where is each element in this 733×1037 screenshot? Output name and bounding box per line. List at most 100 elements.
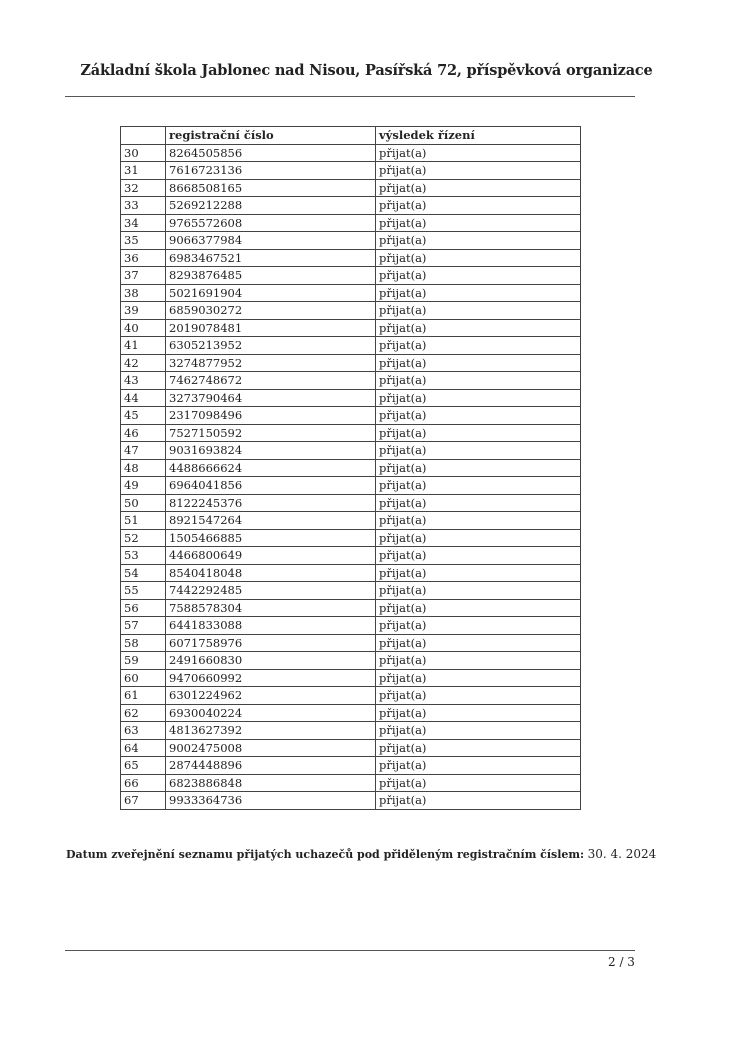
result: přijat(a)	[375, 231, 581, 250]
result: přijat(a)	[375, 633, 581, 652]
row-index: 60	[120, 668, 166, 687]
page-title: Základní škola Jablonec nad Nisou, Pasíř…	[80, 62, 653, 79]
table-row: 32 8668508165 přijat(a)	[120, 178, 581, 197]
result: přijat(a)	[375, 406, 581, 425]
table-row: 57 6441833088 přijat(a)	[120, 616, 581, 635]
registration-number: 3273790464	[165, 388, 376, 407]
row-index: 49	[120, 476, 166, 495]
column-header-result: výsledek řízení	[375, 126, 581, 145]
registration-number: 8293876485	[165, 266, 376, 285]
result: přijat(a)	[375, 423, 581, 442]
table-row: 65 2874448896 přijat(a)	[120, 756, 581, 775]
row-index: 32	[120, 178, 166, 197]
table-row: 64 9002475008 přijat(a)	[120, 738, 581, 757]
column-header-registration-number: registrační číslo	[165, 126, 376, 145]
registration-number: 9031693824	[165, 441, 376, 460]
result: přijat(a)	[375, 668, 581, 687]
result: přijat(a)	[375, 458, 581, 477]
table-row: 52 1505466885 přijat(a)	[120, 528, 581, 547]
result: přijat(a)	[375, 266, 581, 285]
row-index: 59	[120, 651, 166, 670]
result: přijat(a)	[375, 686, 581, 705]
row-index: 45	[120, 406, 166, 425]
registration-number: 9470660992	[165, 668, 376, 687]
table-row: 61 6301224962 přijat(a)	[120, 686, 581, 705]
result: přijat(a)	[375, 738, 581, 757]
row-index: 46	[120, 423, 166, 442]
row-index: 36	[120, 248, 166, 267]
result: přijat(a)	[375, 546, 581, 565]
table-row: 50 8122245376 přijat(a)	[120, 493, 581, 512]
result: přijat(a)	[375, 721, 581, 740]
result: přijat(a)	[375, 318, 581, 337]
registration-number: 4466800649	[165, 546, 376, 565]
result: přijat(a)	[375, 371, 581, 390]
result: přijat(a)	[375, 283, 581, 302]
row-index: 39	[120, 301, 166, 320]
registration-number: 9066377984	[165, 231, 376, 250]
table-row: 43 7462748672 přijat(a)	[120, 371, 581, 390]
table-row: 66 6823886848 přijat(a)	[120, 773, 581, 792]
row-index: 41	[120, 336, 166, 355]
table-row: 44 3273790464 přijat(a)	[120, 388, 581, 407]
table-row: 39 6859030272 přijat(a)	[120, 301, 581, 320]
row-index: 57	[120, 616, 166, 635]
table-row: 40 2019078481 přijat(a)	[120, 318, 581, 337]
table-row: 62 6930040224 přijat(a)	[120, 703, 581, 722]
table-row: 58 6071758976 přijat(a)	[120, 633, 581, 652]
registration-number: 7462748672	[165, 371, 376, 390]
result: přijat(a)	[375, 178, 581, 197]
result: přijat(a)	[375, 703, 581, 722]
row-index: 42	[120, 353, 166, 372]
row-index: 47	[120, 441, 166, 460]
table-row: 31 7616723136 přijat(a)	[120, 161, 581, 180]
result: přijat(a)	[375, 563, 581, 582]
table-row: 35 9066377984 přijat(a)	[120, 231, 581, 250]
registration-number: 8540418048	[165, 563, 376, 582]
table-row: 67 9933364736 přijat(a)	[120, 791, 581, 810]
result: přijat(a)	[375, 196, 581, 215]
registration-number: 3274877952	[165, 353, 376, 372]
registration-number: 6301224962	[165, 686, 376, 705]
registration-number: 6983467521	[165, 248, 376, 267]
row-index: 43	[120, 371, 166, 390]
table-row: 55 7442292485 přijat(a)	[120, 581, 581, 600]
row-index: 56	[120, 598, 166, 617]
row-index: 37	[120, 266, 166, 285]
registration-number: 4813627392	[165, 721, 376, 740]
result: přijat(a)	[375, 581, 581, 600]
page-number: 2 / 3	[608, 955, 635, 969]
table-row: 53 4466800649 přijat(a)	[120, 546, 581, 565]
row-index: 52	[120, 528, 166, 547]
table-row: 48 4488666624 přijat(a)	[120, 458, 581, 477]
row-index: 63	[120, 721, 166, 740]
result: přijat(a)	[375, 476, 581, 495]
table-row: 34 9765572608 přijat(a)	[120, 213, 581, 232]
header-divider	[65, 96, 635, 97]
result: přijat(a)	[375, 616, 581, 635]
registration-number: 9002475008	[165, 738, 376, 757]
result: přijat(a)	[375, 756, 581, 775]
row-index: 66	[120, 773, 166, 792]
registration-number: 2874448896	[165, 756, 376, 775]
registration-number: 7616723136	[165, 161, 376, 180]
registration-number: 6305213952	[165, 336, 376, 355]
result: přijat(a)	[375, 301, 581, 320]
row-index: 33	[120, 196, 166, 215]
row-index: 35	[120, 231, 166, 250]
table-row: 36 6983467521 přijat(a)	[120, 248, 581, 267]
row-index: 53	[120, 546, 166, 565]
table-row: 49 6964041856 přijat(a)	[120, 476, 581, 495]
registration-number: 2491660830	[165, 651, 376, 670]
results-table: registrační číslo výsledek řízení 30 8264…	[120, 126, 581, 810]
result: přijat(a)	[375, 161, 581, 180]
table-row: 47 9031693824 přijat(a)	[120, 441, 581, 460]
row-index: 55	[120, 581, 166, 600]
registration-number: 5021691904	[165, 283, 376, 302]
registration-number: 7588578304	[165, 598, 376, 617]
table-row: 42 3274877952 přijat(a)	[120, 353, 581, 372]
row-index: 67	[120, 791, 166, 810]
registration-number: 1505466885	[165, 528, 376, 547]
table-row: 37 8293876485 přijat(a)	[120, 266, 581, 285]
table-header-row: registrační číslo výsledek řízení	[120, 126, 581, 145]
